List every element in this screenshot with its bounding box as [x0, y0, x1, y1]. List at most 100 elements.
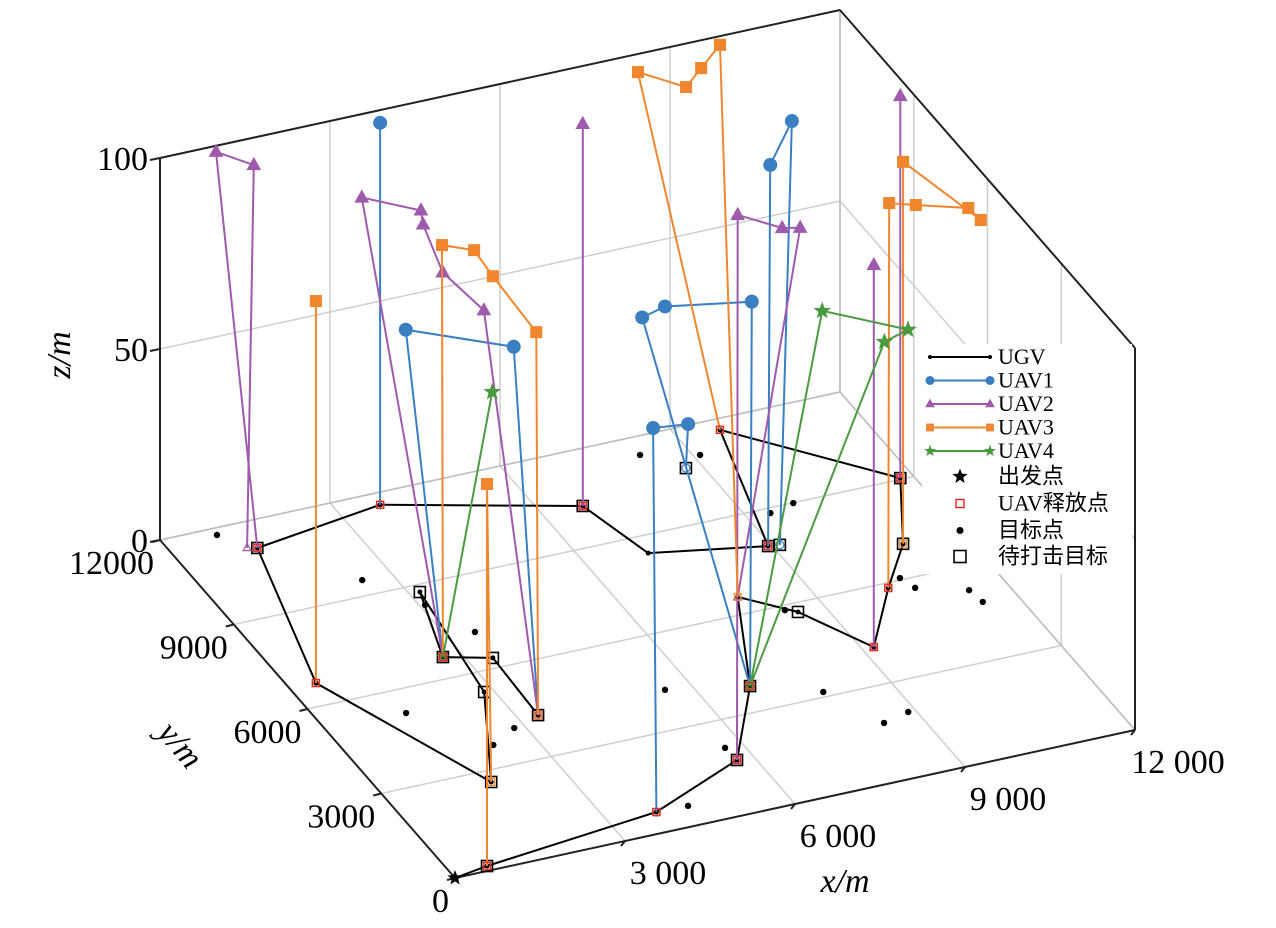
marker: [657, 299, 672, 314]
z-tick-label: 100: [97, 141, 148, 178]
marker: [208, 143, 224, 157]
x-tick-mark: [620, 840, 626, 847]
z-tick-mark: [149, 157, 161, 161]
legend-label: UAV4: [998, 438, 1054, 463]
marker: [468, 244, 481, 257]
marker: [530, 326, 543, 339]
marker: [923, 444, 937, 457]
x-tick-mark: [1130, 729, 1136, 736]
marker: [925, 376, 935, 385]
target-point: [511, 724, 518, 732]
legend-label: 待打击目标: [998, 544, 1108, 569]
release-point: [253, 543, 262, 553]
uav-path: [652, 422, 690, 813]
start-point: [447, 870, 463, 885]
release-point: [869, 642, 879, 652]
z-tick-mark: [149, 348, 161, 352]
legend-label: 目标点: [998, 518, 1064, 543]
marker: [534, 711, 543, 720]
marker: [313, 680, 319, 686]
marker: [645, 550, 651, 556]
marker: [875, 332, 894, 350]
y-tick-mark: [373, 792, 382, 797]
marker: [986, 423, 994, 432]
target-point: [696, 451, 704, 459]
marker: [813, 301, 831, 319]
marker: [866, 256, 882, 271]
uav-path: [767, 120, 793, 547]
marker: [714, 38, 727, 51]
y-tick-label: 9000: [160, 630, 228, 667]
target-point: [490, 741, 497, 749]
marker: [784, 114, 799, 129]
marker: [415, 216, 431, 230]
marker: [925, 398, 935, 408]
legend-label: UAV3: [998, 415, 1054, 440]
y-tick-label: 12000: [69, 545, 154, 582]
release-point: [884, 583, 893, 593]
marker: [653, 809, 659, 815]
target-point: [896, 574, 904, 582]
marker: [575, 115, 591, 130]
target-point: [979, 598, 986, 606]
marker: [680, 81, 693, 94]
release-point: [482, 861, 492, 871]
marker: [487, 777, 496, 786]
marker: [481, 689, 487, 695]
legend-label: UAV2: [998, 391, 1054, 416]
marker: [309, 295, 322, 308]
marker: [631, 66, 644, 79]
marker: [899, 539, 908, 548]
target-point: [905, 708, 912, 716]
marker: [775, 540, 785, 550]
legend-symbol: [953, 549, 967, 564]
marker: [476, 302, 492, 316]
marker: [985, 398, 995, 408]
uav-path: [440, 243, 540, 716]
marker: [900, 541, 906, 547]
legend-symbol: [955, 498, 965, 509]
marker: [928, 355, 932, 359]
plot-area: [208, 38, 987, 885]
target-point: [402, 709, 410, 717]
marker: [413, 202, 429, 216]
marker: [246, 156, 262, 171]
y-tick-mark: [299, 708, 308, 712]
marker: [733, 592, 742, 601]
marker: [985, 376, 995, 385]
marker: [681, 417, 696, 432]
uav-path: [214, 150, 259, 549]
target-point: [790, 499, 797, 507]
marker: [899, 320, 917, 338]
marker: [242, 542, 253, 552]
legend-label: UGV: [998, 344, 1046, 369]
marker: [506, 339, 521, 354]
target-point: [661, 686, 669, 694]
release-point: [652, 807, 661, 817]
strike-target: [413, 585, 427, 599]
marker: [774, 219, 790, 234]
marker: [732, 591, 743, 601]
marker: [377, 502, 383, 508]
axis-line: [839, 9, 1136, 349]
target-point: [820, 688, 827, 696]
z-tick-mark: [149, 539, 161, 543]
marker: [354, 189, 370, 203]
release-point: [715, 425, 725, 435]
marker: [695, 62, 708, 75]
legend-symbol: [956, 527, 964, 534]
target-point: [684, 802, 692, 810]
release-point: [578, 501, 588, 511]
x-tick-label: 6 000: [800, 818, 877, 855]
uav-path: [636, 42, 739, 597]
target-point: [471, 628, 479, 636]
marker: [883, 197, 896, 210]
target-point: [965, 586, 973, 594]
marker: [988, 355, 992, 359]
target-point: [911, 584, 919, 592]
x-tick-mark: [790, 803, 796, 810]
marker: [417, 589, 423, 595]
